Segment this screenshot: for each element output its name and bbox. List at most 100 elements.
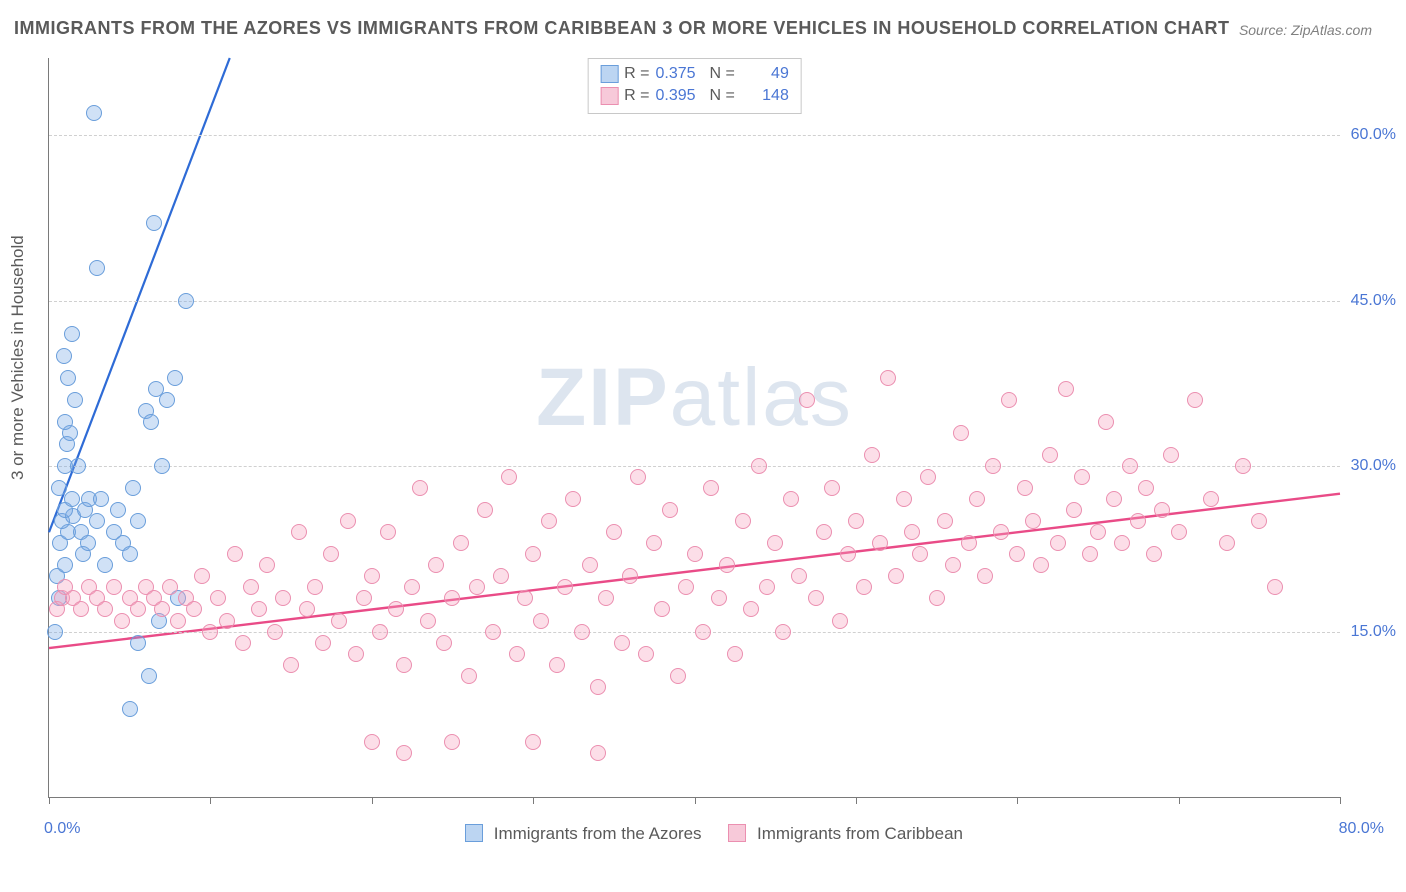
data-point-caribbean (937, 513, 953, 529)
data-point-caribbean (945, 557, 961, 573)
data-point-caribbean (695, 624, 711, 640)
data-point-caribbean (872, 535, 888, 551)
data-point-azores (56, 348, 72, 364)
data-point-caribbean (1050, 535, 1066, 551)
data-point-caribbean (444, 734, 460, 750)
data-point-caribbean (251, 601, 267, 617)
data-point-caribbean (1267, 579, 1283, 595)
data-point-azores (89, 260, 105, 276)
data-point-caribbean (662, 502, 678, 518)
data-point-caribbean (808, 590, 824, 606)
data-point-caribbean (1154, 502, 1170, 518)
data-point-caribbean (799, 392, 815, 408)
data-point-caribbean (493, 568, 509, 584)
data-point-caribbean (969, 491, 985, 507)
data-point-caribbean (396, 657, 412, 673)
data-point-caribbean (525, 734, 541, 750)
data-point-caribbean (864, 447, 880, 463)
y-tick-label: 45.0% (1351, 292, 1396, 310)
data-point-caribbean (719, 557, 735, 573)
data-point-caribbean (606, 524, 622, 540)
data-point-caribbean (420, 613, 436, 629)
data-point-caribbean (235, 635, 251, 651)
data-point-caribbean (630, 469, 646, 485)
data-point-caribbean (791, 568, 807, 584)
data-point-caribbean (412, 480, 428, 496)
gridline (49, 135, 1340, 136)
data-point-caribbean (1163, 447, 1179, 463)
data-point-azores (67, 392, 83, 408)
data-point-caribbean (243, 579, 259, 595)
data-point-caribbean (1171, 524, 1187, 540)
data-point-azores (64, 326, 80, 342)
data-point-caribbean (202, 624, 218, 640)
data-point-azores (130, 635, 146, 651)
data-point-caribbean (848, 513, 864, 529)
data-point-azores (93, 491, 109, 507)
data-point-caribbean (114, 613, 130, 629)
data-point-azores (125, 480, 141, 496)
data-point-caribbean (1001, 392, 1017, 408)
data-point-caribbean (824, 480, 840, 496)
r-value-caribbean: 0.395 (656, 85, 704, 107)
data-point-caribbean (678, 579, 694, 595)
x-tick (372, 797, 373, 804)
data-point-caribbean (598, 590, 614, 606)
data-point-caribbean (759, 579, 775, 595)
data-point-caribbean (130, 601, 146, 617)
y-axis-label: 3 or more Vehicles in Household (8, 235, 28, 480)
data-point-azores (167, 370, 183, 386)
data-point-caribbean (832, 613, 848, 629)
data-point-azores (89, 513, 105, 529)
data-point-caribbean (1033, 557, 1049, 573)
n-label: N = (710, 63, 735, 85)
trend-lines (49, 58, 1340, 797)
data-point-caribbean (565, 491, 581, 507)
data-point-caribbean (307, 579, 323, 595)
data-point-azores (51, 480, 67, 496)
data-point-caribbean (1235, 458, 1251, 474)
series-legend: Immigrants from the Azores Immigrants fr… (0, 824, 1406, 844)
data-point-caribbean (816, 524, 832, 540)
data-point-caribbean (1122, 458, 1138, 474)
data-point-caribbean (1219, 535, 1235, 551)
data-point-caribbean (259, 557, 275, 573)
data-point-caribbean (1074, 469, 1090, 485)
data-point-caribbean (557, 579, 573, 595)
data-point-caribbean (751, 458, 767, 474)
swatch-azores (600, 65, 618, 83)
data-point-caribbean (299, 601, 315, 617)
swatch-caribbean (600, 87, 618, 105)
source-label: Source: ZipAtlas.com (1239, 22, 1372, 38)
data-point-caribbean (654, 601, 670, 617)
n-value-azores: 49 (741, 63, 789, 85)
data-point-caribbean (219, 613, 235, 629)
data-point-caribbean (912, 546, 928, 562)
data-point-caribbean (428, 557, 444, 573)
data-point-caribbean (953, 425, 969, 441)
data-point-caribbean (993, 524, 1009, 540)
data-point-caribbean (227, 546, 243, 562)
data-point-caribbean (404, 579, 420, 595)
data-point-caribbean (1042, 447, 1058, 463)
data-point-caribbean (372, 624, 388, 640)
swatch-caribbean (728, 824, 746, 842)
gridline (49, 466, 1340, 467)
data-point-caribbean (904, 524, 920, 540)
data-point-caribbean (622, 568, 638, 584)
data-point-caribbean (1066, 502, 1082, 518)
data-point-caribbean (291, 524, 307, 540)
data-point-caribbean (1130, 513, 1146, 529)
y-tick-label: 60.0% (1351, 126, 1396, 144)
data-point-azores (122, 701, 138, 717)
x-tick (210, 797, 211, 804)
data-point-caribbean (1082, 546, 1098, 562)
data-point-caribbean (735, 513, 751, 529)
data-point-caribbean (582, 557, 598, 573)
data-point-caribbean (1114, 535, 1130, 551)
data-point-caribbean (775, 624, 791, 640)
data-point-caribbean (1098, 414, 1114, 430)
data-point-azores (47, 624, 63, 640)
data-point-caribbean (929, 590, 945, 606)
data-point-azores (122, 546, 138, 562)
